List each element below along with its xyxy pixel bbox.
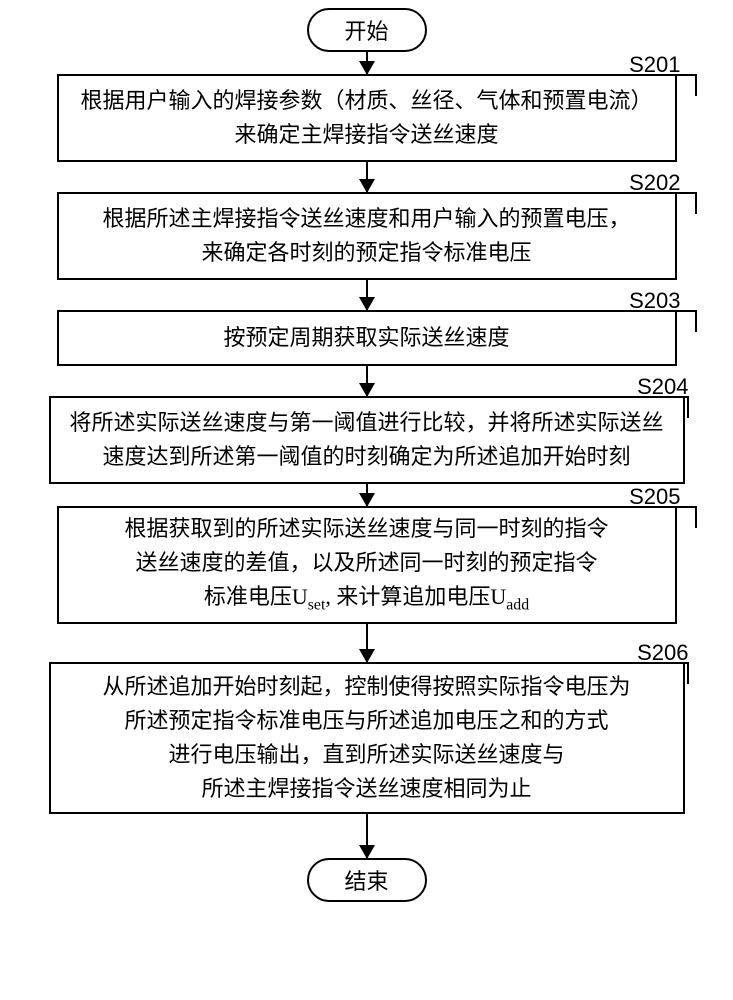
process-text-line: 将所述实际送丝速度与第一阈值进行比较，并将所述实际送丝	[69, 406, 663, 440]
flowchart-container: 开始 S201 根据用户输入的焊接参数（材质、丝径、气体和预置电流）来确定主焊接…	[20, 8, 713, 902]
arrow-0	[20, 52, 713, 74]
process-text-line: 所述预定指令标准电压与所述追加电压之和的方式	[124, 704, 608, 738]
process-text-line: 根据获取到的所述实际送丝速度与同一时刻的指令	[124, 512, 608, 546]
process-text-line: 从所述追加开始时刻起，控制使得按照实际指令电压为	[102, 670, 630, 704]
process-text-line: 速度达到所述第一阈值的时刻确定为所述追加开始时刻	[102, 440, 630, 474]
arrow-1	[20, 162, 713, 192]
process-text-line: 送丝速度的差值，以及所述同一时刻的预定指令	[135, 546, 597, 580]
process-text-line: 按预定周期获取实际送丝速度	[223, 321, 509, 355]
process-text-line: 所述主焊接指令送丝速度相同为止	[201, 772, 531, 806]
step-code-5: S205	[629, 484, 680, 510]
process-step-6: S206 从所述追加开始时刻起，控制使得按照实际指令电压为所述预定指令标准电压与…	[49, 662, 685, 814]
process-step-3: S203 按预定周期获取实际送丝速度	[57, 310, 677, 366]
process-text-line: 来确定各时刻的预定指令标准电压	[201, 236, 531, 270]
arrow-5	[20, 624, 713, 662]
terminal-start: 开始	[307, 8, 427, 52]
process-step-1: S201 根据用户输入的焊接参数（材质、丝径、气体和预置电流）来确定主焊接指令送…	[57, 74, 677, 162]
arrow-4	[20, 484, 713, 506]
process-text-line: 标准电压Uset, 来计算追加电压Uadd	[204, 580, 529, 618]
step-code-1: S201	[629, 52, 680, 78]
step-code-3: S203	[629, 288, 680, 314]
process-step-4: S204 将所述实际送丝速度与第一阈值进行比较，并将所述实际送丝速度达到所述第一…	[49, 396, 685, 484]
arrow-6	[20, 814, 713, 858]
arrow-3	[20, 366, 713, 396]
terminal-end-label: 结束	[344, 864, 388, 896]
step-code-2: S202	[629, 170, 680, 196]
process-step-5: S205 根据获取到的所述实际送丝速度与同一时刻的指令送丝速度的差值，以及所述同…	[57, 506, 677, 624]
process-text-line: 根据用户输入的焊接参数（材质、丝径、气体和预置电流）	[80, 84, 652, 118]
process-text-line: 来确定主焊接指令送丝速度	[234, 118, 498, 152]
process-text-line: 根据所述主焊接指令送丝速度和用户输入的预置电压，	[102, 202, 630, 236]
step-code-6: S206	[637, 640, 688, 666]
terminal-end: 结束	[307, 858, 427, 902]
arrow-2	[20, 280, 713, 310]
terminal-start-label: 开始	[344, 14, 388, 46]
step-code-4: S204	[637, 374, 688, 400]
process-text-line: 进行电压输出，直到所述实际送丝速度与	[168, 738, 564, 772]
process-step-2: S202 根据所述主焊接指令送丝速度和用户输入的预置电压，来确定各时刻的预定指令…	[57, 192, 677, 280]
